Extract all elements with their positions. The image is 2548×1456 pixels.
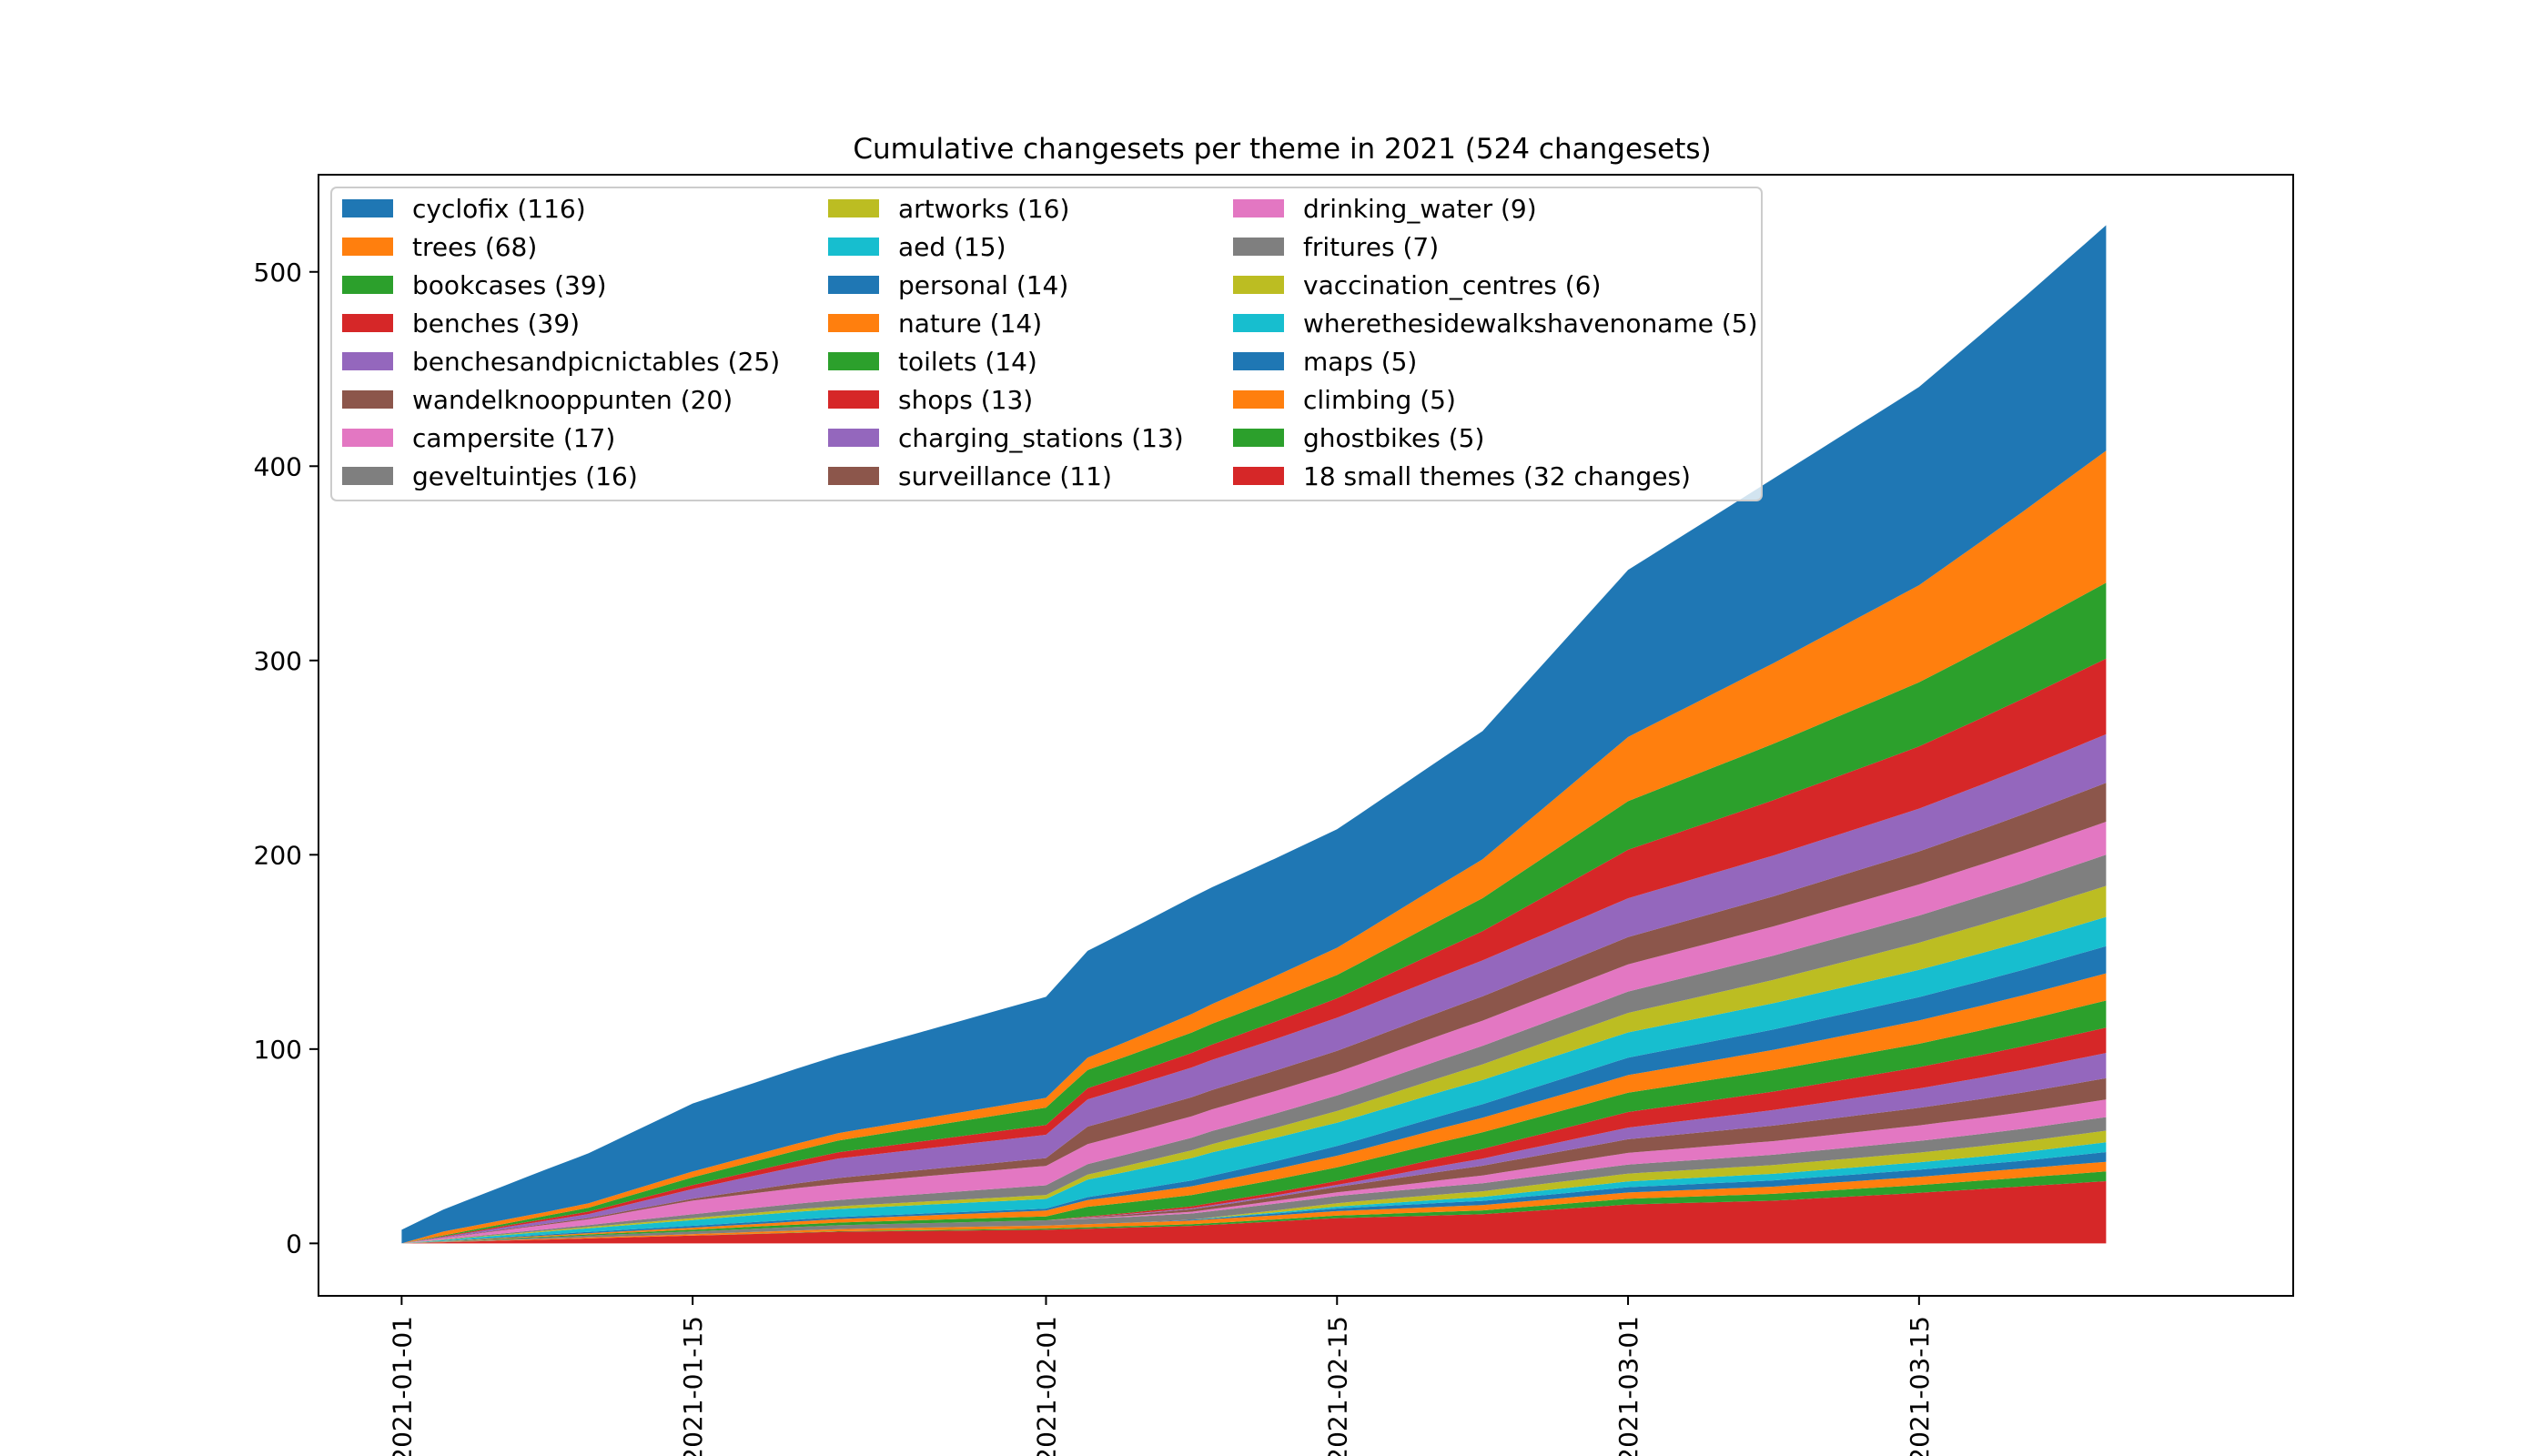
legend-label: trees (68) xyxy=(412,232,537,262)
legend-swatch xyxy=(342,199,393,217)
legend-swatch xyxy=(1233,238,1284,256)
legend: cyclofix (116) trees (68) bookcases (39) be… xyxy=(330,187,1763,501)
x-tick-label: 2021-01-01 xyxy=(387,1316,417,1456)
x-tick-label: 2021-02-15 xyxy=(1322,1316,1352,1456)
legend-label: personal (14) xyxy=(898,270,1068,300)
legend-swatch xyxy=(342,238,393,256)
legend-swatch xyxy=(828,429,879,447)
legend-label: aed (15) xyxy=(898,232,1006,262)
legend-swatch xyxy=(1233,390,1284,409)
legend-label: vaccination_centres (6) xyxy=(1303,270,1601,300)
legend-swatch xyxy=(1233,352,1284,370)
legend-label: fritures (7) xyxy=(1303,232,1439,262)
legend-swatch xyxy=(1233,467,1284,485)
legend-swatch xyxy=(1233,276,1284,294)
legend-swatch xyxy=(342,352,393,370)
y-tick-label: 400 xyxy=(254,451,302,481)
legend-label: benches (39) xyxy=(412,308,580,339)
legend-swatch xyxy=(828,467,879,485)
x-tick-label: 2021-03-15 xyxy=(1905,1316,1935,1456)
x-axis: 2021-01-01 2021-01-15 2021-02-01 2021-02-15… xyxy=(387,1296,1935,1456)
legend-label: campersite (17) xyxy=(412,423,615,453)
legend-swatch xyxy=(1233,314,1284,332)
plot-frame xyxy=(318,174,2294,1297)
legend-swatch xyxy=(828,352,879,370)
legend-label: cyclofix (116) xyxy=(412,194,586,224)
legend-label: artworks (16) xyxy=(898,194,1069,224)
y-tick-label: 100 xyxy=(254,1035,302,1065)
legend-swatch xyxy=(342,276,393,294)
legend-swatch xyxy=(828,199,879,217)
legend-swatch xyxy=(342,429,393,447)
legend-swatch xyxy=(828,276,879,294)
x-tick-label: 2021-02-01 xyxy=(1031,1316,1061,1456)
legend-swatch xyxy=(342,390,393,409)
legend-label: climbing (5) xyxy=(1303,385,1456,415)
legend-swatch xyxy=(342,467,393,485)
legend-swatch xyxy=(342,314,393,332)
y-axis: 0 100 200 300 400 500 xyxy=(254,258,318,1259)
legend-label: wherethesidewalkshavenoname (5) xyxy=(1303,308,1758,339)
y-tick-label: 300 xyxy=(254,646,302,676)
y-tick-label: 0 xyxy=(286,1228,302,1259)
legend-swatch xyxy=(828,390,879,409)
legend-label: benchesandpicnictables (25) xyxy=(412,347,780,377)
legend-label: 18 small themes (32 changes) xyxy=(1303,461,1691,491)
legend-swatch xyxy=(828,238,879,256)
legend-label: charging_stations (13) xyxy=(898,423,1184,453)
area-toilets xyxy=(401,1000,2107,1244)
legend-swatch xyxy=(1233,199,1284,217)
legend-box xyxy=(330,187,1763,501)
y-tick-label: 500 xyxy=(254,258,302,288)
legend-label: ghostbikes (5) xyxy=(1303,423,1484,453)
legend-label: bookcases (39) xyxy=(412,270,607,300)
legend-swatch xyxy=(828,314,879,332)
legend-label: nature (14) xyxy=(898,308,1042,339)
area-18 xyxy=(401,1181,2107,1244)
chart-title: Cumulative changesets per theme in 2021 … xyxy=(853,133,1711,166)
legend-label: toilets (14) xyxy=(898,347,1037,377)
legend-label: drinking_water (9) xyxy=(1303,194,1537,224)
legend-label: maps (5) xyxy=(1303,347,1417,377)
legend-label: shops (13) xyxy=(898,385,1033,415)
y-tick-label: 200 xyxy=(254,840,302,870)
legend-label: geveltuintjes (16) xyxy=(412,461,638,491)
x-tick-label: 2021-01-15 xyxy=(678,1316,708,1456)
legend-swatch xyxy=(1233,429,1284,447)
areas-layer xyxy=(401,225,2107,1244)
legend-label: wandelknooppunten (20) xyxy=(412,385,733,415)
legend-label: surveillance (11) xyxy=(898,461,1112,491)
x-tick-label: 2021-03-01 xyxy=(1613,1316,1643,1456)
